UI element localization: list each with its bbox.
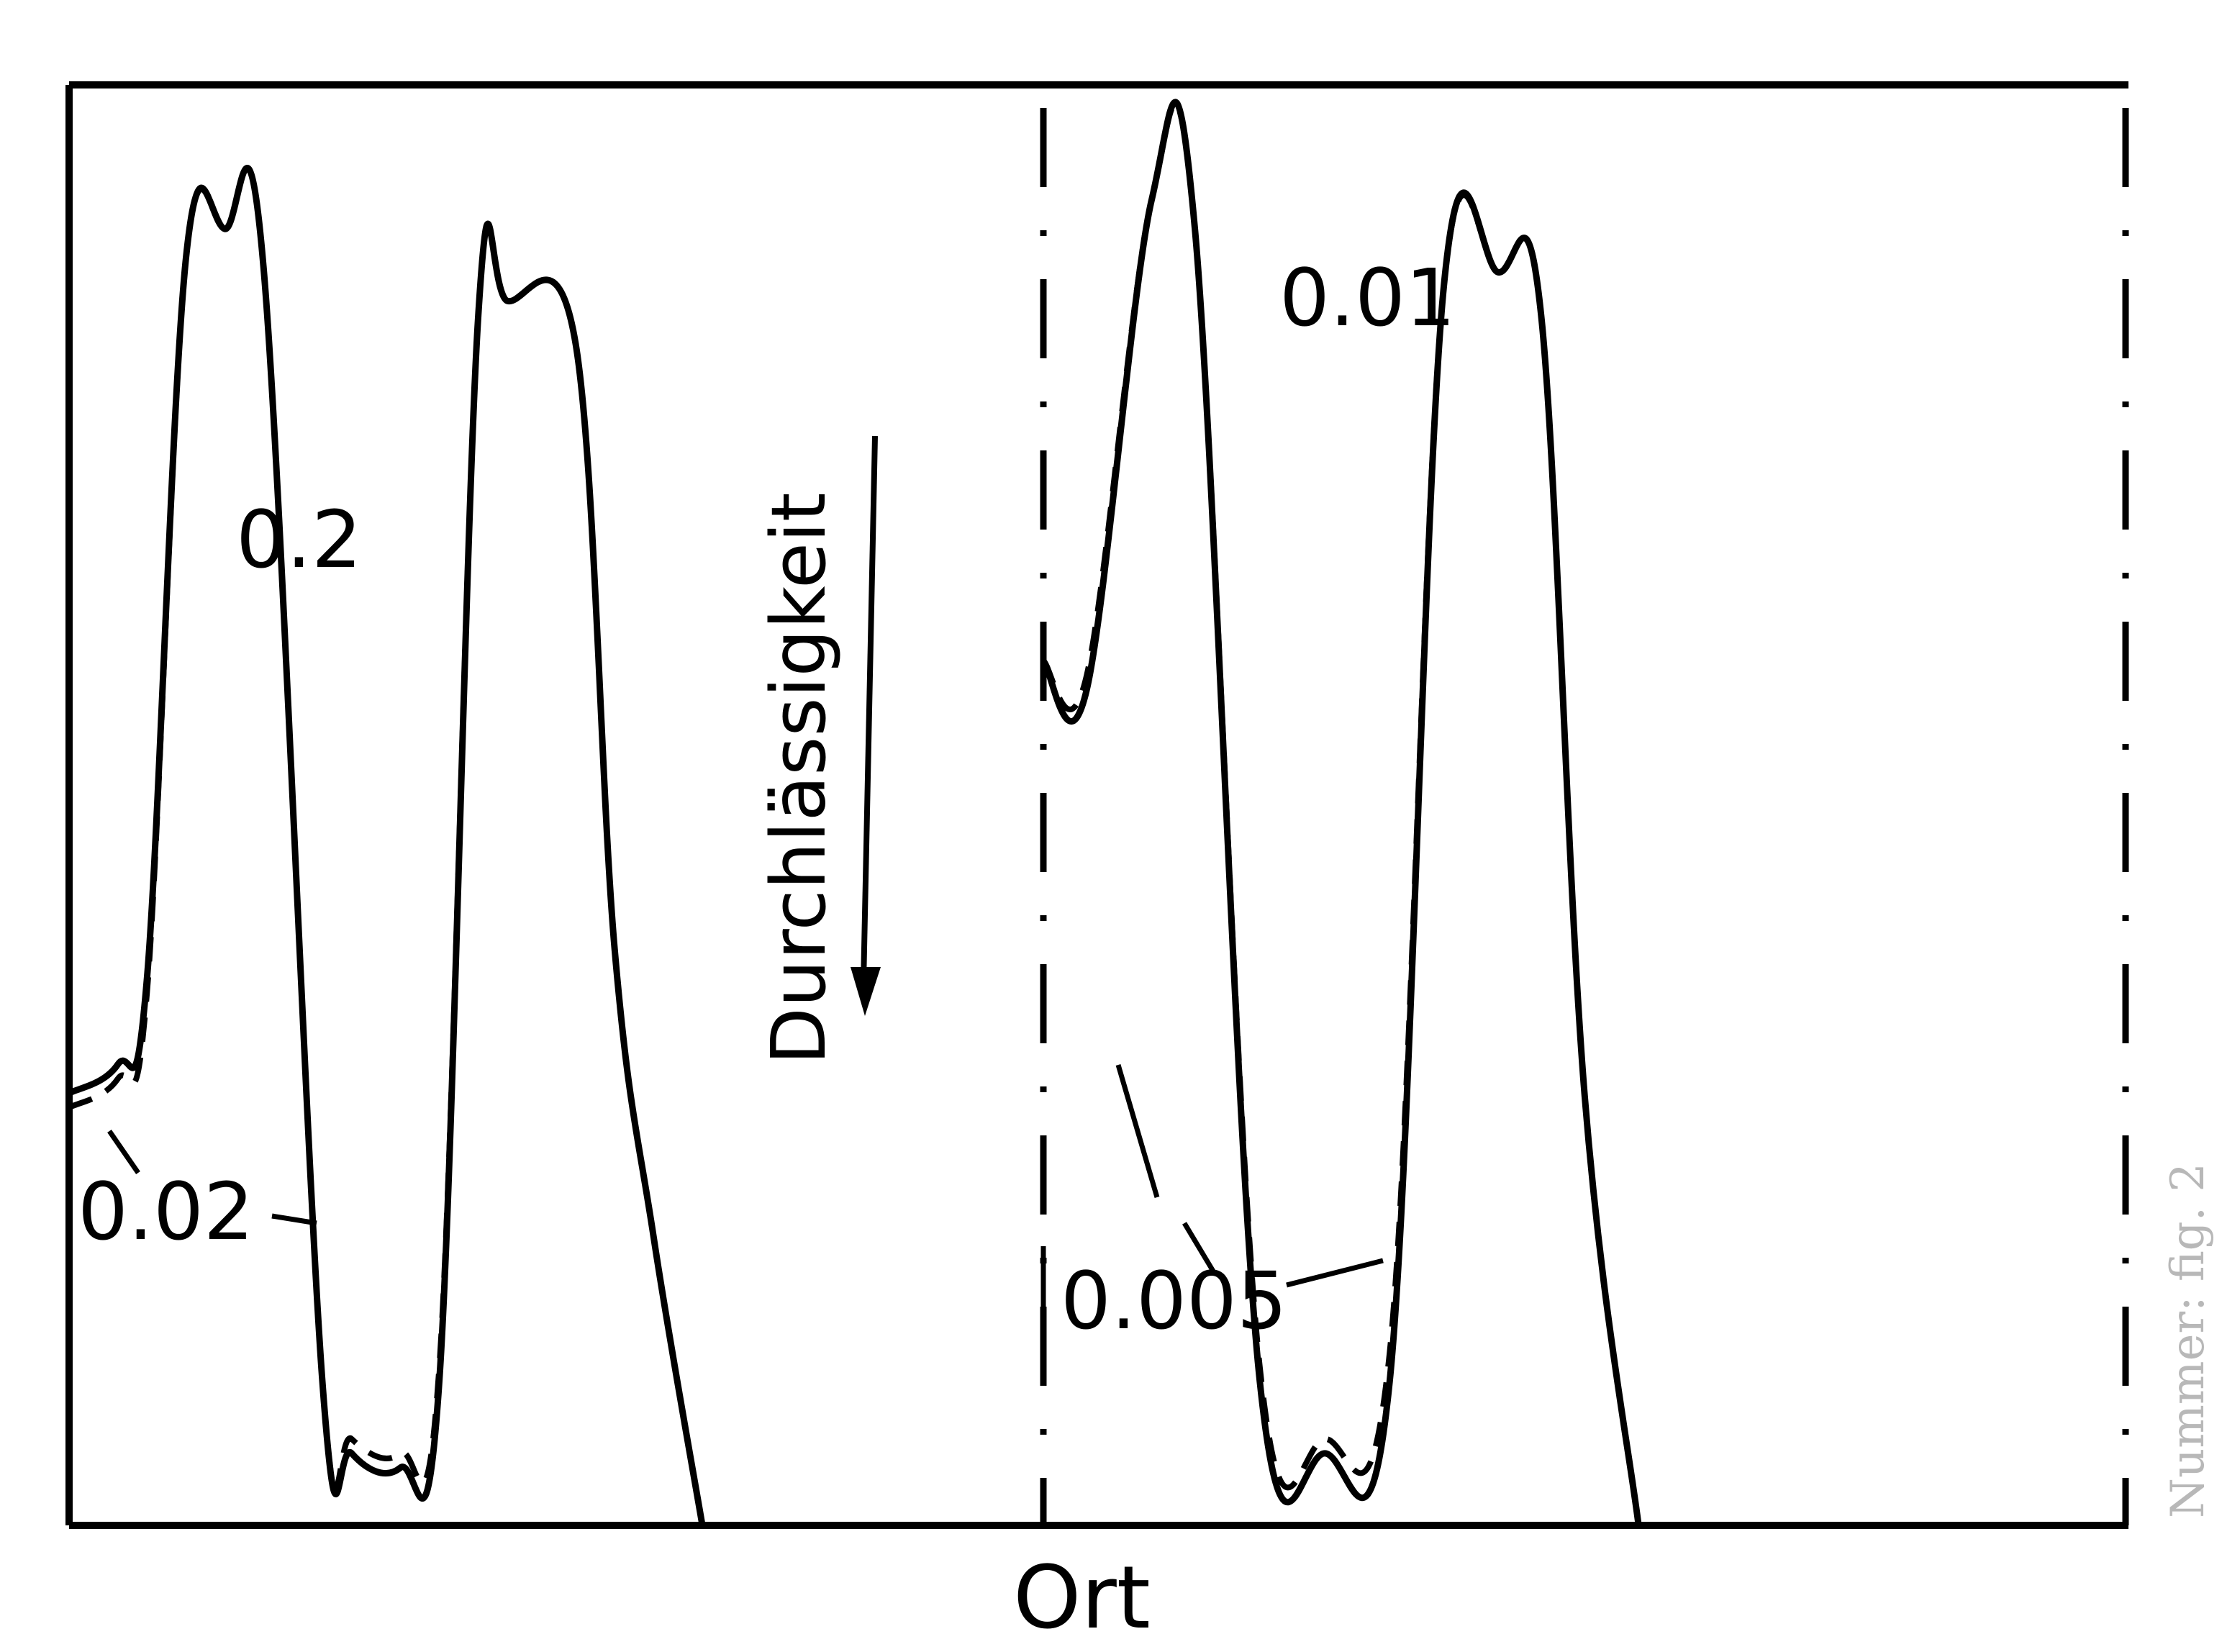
annotation-0-01: 0.01 bbox=[1279, 252, 1456, 344]
annotation-0-005: 0.005 bbox=[1061, 1255, 1287, 1347]
leader-0-005-a bbox=[1115, 1064, 1160, 1198]
leader-0-005-c bbox=[1286, 1258, 1384, 1288]
annotation-0-02: 0.02 bbox=[78, 1166, 254, 1258]
x-axis-label: Ort bbox=[1013, 1548, 1151, 1648]
y-axis-arrow-head bbox=[851, 967, 881, 1016]
leader-0-02-dash bbox=[271, 1213, 317, 1226]
leader-0-005-b bbox=[1182, 1222, 1217, 1275]
y-axis-arrow-shaft bbox=[861, 435, 878, 984]
chart-curves bbox=[65, 99, 1642, 1529]
curve-0-02-dashed bbox=[67, 165, 706, 1526]
leader-0-02 bbox=[107, 1130, 140, 1174]
y-axis-label: Durchlässigkeit bbox=[755, 492, 843, 1065]
annotation-0-2: 0.2 bbox=[236, 494, 362, 586]
margin-note: Nummer: fig. 2 bbox=[2162, 1163, 2215, 1518]
curve-0-005-dashed bbox=[1041, 101, 1642, 1526]
curve-0-2-solid bbox=[65, 165, 706, 1529]
